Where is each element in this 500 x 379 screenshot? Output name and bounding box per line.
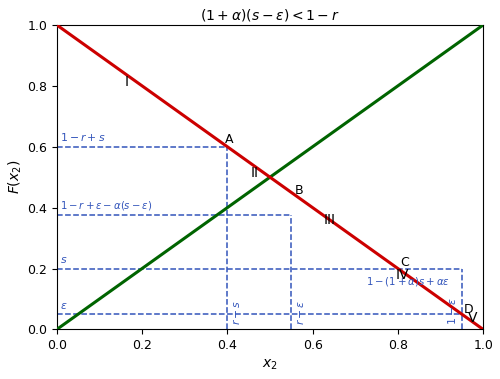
Title: $(1+\alpha)(s-\epsilon)<1-r$: $(1+\alpha)(s-\epsilon)<1-r$ [200,7,340,23]
Text: V: V [468,311,477,325]
Text: III: III [324,213,336,227]
Text: $r-s$: $r-s$ [231,299,242,325]
Text: D: D [464,303,473,316]
Text: $r-\epsilon$: $r-\epsilon$ [294,299,306,325]
Text: $s$: $s$ [60,255,68,265]
Text: $1-r+\epsilon-\alpha(s-\epsilon)$: $1-r+\epsilon-\alpha(s-\epsilon)$ [60,199,152,211]
Text: $\epsilon$: $\epsilon$ [60,301,68,310]
X-axis label: $x_2$: $x_2$ [262,358,278,372]
Text: $1-r+s$: $1-r+s$ [60,131,106,143]
Text: B: B [294,184,304,197]
Text: II: II [251,166,259,180]
Text: A: A [225,133,234,146]
Text: C: C [400,256,408,269]
Text: $1-\epsilon$: $1-\epsilon$ [446,297,458,325]
Text: I: I [125,75,129,89]
Text: $1-(1+\alpha)s+\alpha\epsilon$: $1-(1+\alpha)s+\alpha\epsilon$ [366,275,450,288]
Y-axis label: $F(x_2)$: $F(x_2)$ [7,160,24,194]
Text: IV: IV [396,268,409,282]
